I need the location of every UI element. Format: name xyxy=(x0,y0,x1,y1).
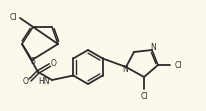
Text: Cl: Cl xyxy=(9,13,17,22)
Text: HN: HN xyxy=(39,76,50,85)
Text: Cl: Cl xyxy=(140,92,148,101)
Text: N: N xyxy=(122,64,128,73)
Text: S: S xyxy=(31,56,35,65)
Text: Cl: Cl xyxy=(175,60,183,69)
Text: N: N xyxy=(150,43,156,52)
Text: O: O xyxy=(51,59,57,68)
Text: O: O xyxy=(23,76,29,85)
